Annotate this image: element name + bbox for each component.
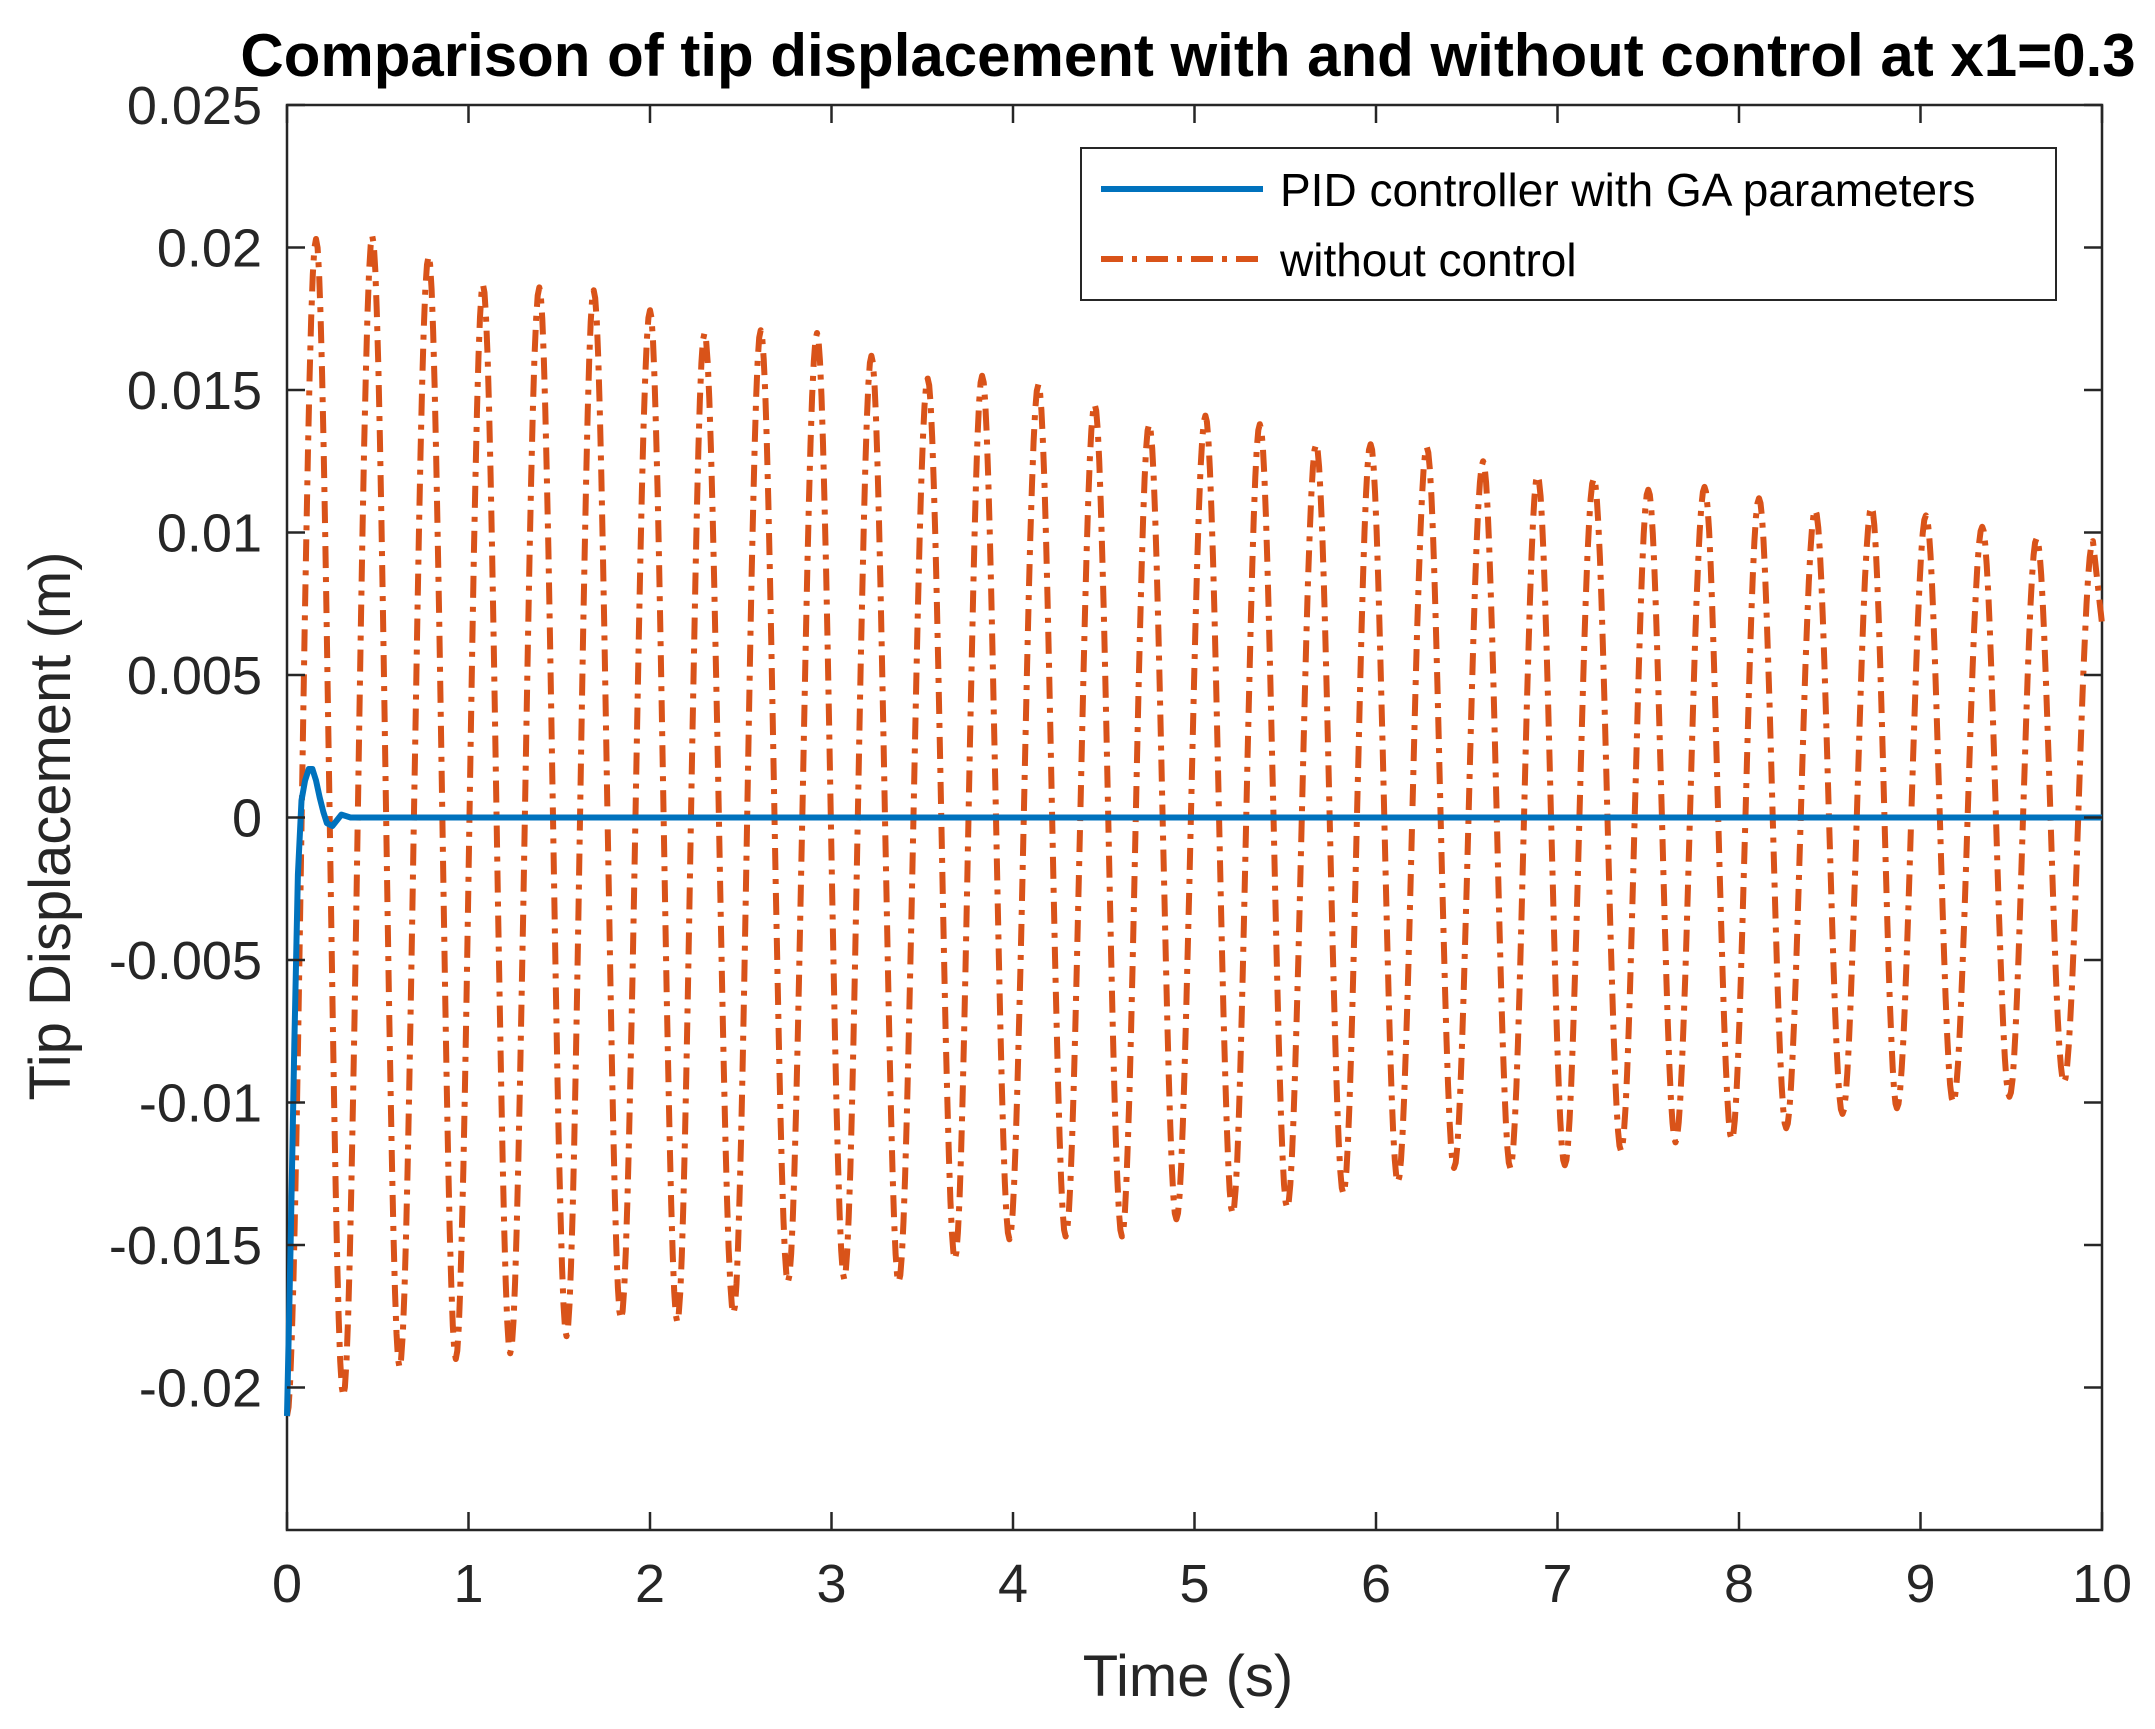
y-tick-label: 0.01	[157, 504, 262, 564]
chart-title: Comparison of tip displacement with and …	[240, 22, 2135, 89]
x-tick-label: 8	[1724, 1554, 1754, 1614]
series-line-pid-controller	[284, 766, 2102, 1417]
y-tick-label: 0.015	[127, 361, 262, 421]
x-tick-label: 1	[453, 1554, 483, 1614]
series-line-without-control	[284, 233, 2105, 1417]
y-tick-label: 0.02	[157, 219, 262, 279]
y-tick-label: 0	[232, 789, 262, 849]
x-tick-label: 6	[1361, 1554, 1391, 1614]
x-tick-labels: 0 1 2 3 4 5 6 7 8 9 10	[272, 1554, 2132, 1614]
tick-layer	[285, 103, 2104, 1530]
series-layer	[284, 233, 2105, 1417]
y-tick-labels: 0.025 0.02 0.015 0.01 0.005 0 -0.005 -0.01 -0.01…	[109, 76, 262, 1419]
x-tick-label: 2	[635, 1554, 665, 1614]
y-axis-label: Tip Displacement (m)	[18, 552, 83, 1101]
x-tick-label: 4	[998, 1554, 1028, 1614]
x-tick-label: 9	[1905, 1554, 1935, 1614]
x-tick-label: 3	[816, 1554, 846, 1614]
y-tick-label: 0.005	[127, 646, 262, 706]
legend: PID controller with GA parameters withou…	[1080, 147, 2057, 301]
x-tick-label: 10	[2072, 1554, 2132, 1614]
y-tick-label: -0.02	[139, 1359, 262, 1419]
y-tick-label: -0.015	[109, 1216, 262, 1276]
y-tick-label: 0.025	[127, 76, 262, 136]
x-tick-label: 0	[272, 1554, 302, 1614]
plot-area	[284, 103, 2105, 1532]
x-tick-label: 5	[1179, 1554, 1209, 1614]
legend-box	[1080, 147, 2057, 301]
x-tick-label: 7	[1542, 1554, 1572, 1614]
y-tick-label: -0.005	[109, 931, 262, 991]
y-tick-label: -0.01	[139, 1074, 262, 1134]
legend-label-without-control: without control	[1279, 234, 1577, 286]
legend-label-pid: PID controller with GA parameters	[1280, 164, 1975, 216]
x-axis-label: Time (s)	[1083, 1644, 1293, 1709]
